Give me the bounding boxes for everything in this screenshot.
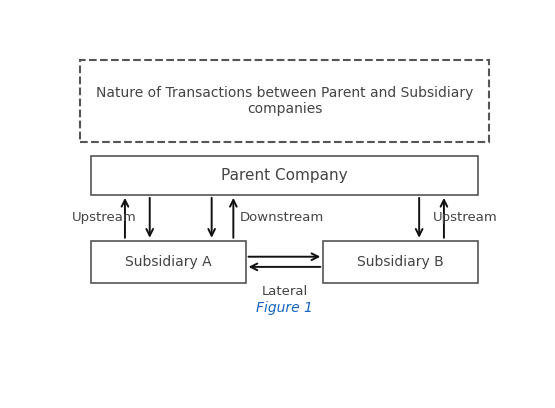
FancyBboxPatch shape xyxy=(323,241,478,283)
Text: Upstream: Upstream xyxy=(432,211,497,224)
Text: Lateral: Lateral xyxy=(261,285,307,297)
Text: Nature of Transactions between Parent and Subsidiary
companies: Nature of Transactions between Parent an… xyxy=(96,86,473,116)
Text: Parent Company: Parent Company xyxy=(221,168,348,183)
Text: Subsidiary B: Subsidiary B xyxy=(357,255,444,269)
Text: Figure 1: Figure 1 xyxy=(256,301,313,315)
Text: Upstream: Upstream xyxy=(72,211,137,224)
FancyBboxPatch shape xyxy=(91,241,246,283)
Text: Downstream: Downstream xyxy=(240,211,324,224)
Text: Subsidiary A: Subsidiary A xyxy=(125,255,211,269)
FancyBboxPatch shape xyxy=(91,156,478,195)
